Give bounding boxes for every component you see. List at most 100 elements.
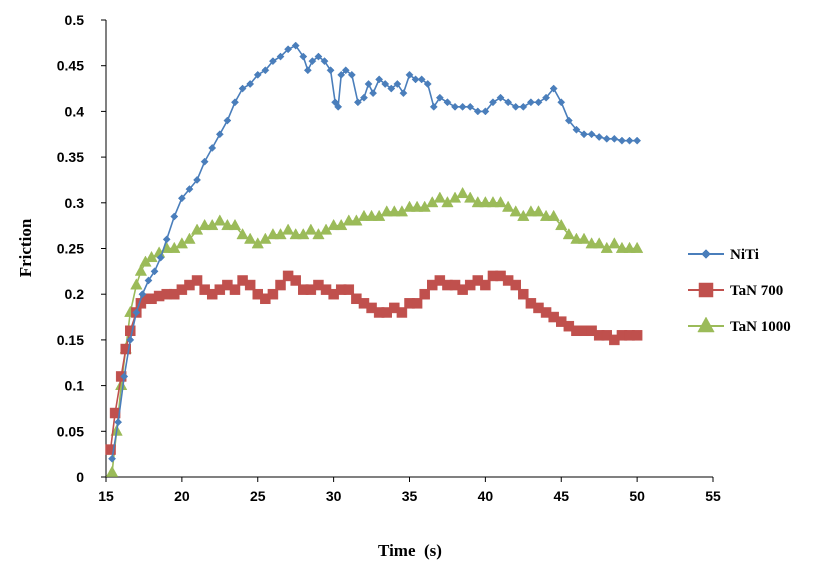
data-point: [365, 209, 378, 221]
data-point: [417, 75, 426, 84]
data-point: [162, 235, 171, 244]
data-point: [504, 98, 513, 107]
data-point: [625, 136, 634, 145]
data-point: [375, 75, 384, 84]
y-tick-label: 0.1: [65, 378, 85, 394]
data-point: [585, 237, 598, 249]
data-point: [547, 209, 560, 221]
y-tick-label: 0.05: [57, 423, 84, 439]
data-point: [291, 41, 300, 50]
data-point: [268, 57, 277, 66]
data-point: [236, 228, 249, 240]
data-point: [342, 214, 355, 226]
data-point: [347, 70, 356, 79]
data-point: [120, 343, 131, 355]
x-tick-label: 15: [98, 488, 114, 504]
data-point: [198, 218, 211, 231]
data-point: [228, 218, 242, 231]
data-point: [314, 52, 323, 61]
x-tick-label: 45: [553, 488, 569, 504]
data-point: [170, 212, 179, 221]
data-point: [125, 325, 136, 337]
data-point: [132, 308, 141, 317]
series-line: [111, 44, 638, 459]
data-point: [532, 205, 545, 217]
data-point: [396, 307, 408, 318]
data-point: [334, 102, 343, 111]
data-point: [284, 45, 293, 54]
data-point: [435, 93, 444, 102]
data-point: [562, 228, 575, 240]
legend-item: TaN 1000: [688, 316, 791, 335]
data-point: [577, 232, 591, 244]
data-point: [479, 196, 492, 208]
data-point: [267, 288, 279, 300]
y-tick-label: 0.15: [57, 332, 84, 348]
data-point: [630, 241, 644, 253]
data-point: [633, 136, 642, 145]
data-point: [130, 278, 143, 290]
legend-label: TaN 700: [730, 283, 783, 299]
data-point: [466, 102, 475, 111]
data-point: [213, 214, 226, 226]
data-point: [433, 191, 446, 203]
data-point: [108, 454, 117, 463]
data-point: [337, 70, 346, 79]
data-point: [193, 175, 202, 184]
data-point: [105, 444, 116, 455]
data-point: [411, 298, 423, 309]
data-point: [231, 98, 239, 107]
data-point: [393, 80, 402, 88]
y-tick-label: 0.5: [65, 12, 85, 28]
data-point: [602, 134, 611, 143]
data-point: [510, 279, 521, 291]
data-point: [549, 84, 558, 93]
y-tick-label: 0.35: [57, 149, 84, 165]
data-point: [587, 130, 596, 139]
data-point: [410, 200, 424, 212]
data-point: [486, 196, 500, 208]
series-layer: [105, 41, 644, 477]
data-point: [223, 116, 232, 125]
data-point: [519, 102, 528, 111]
data-point: [144, 276, 153, 285]
legend-marker: [701, 249, 711, 259]
data-point: [387, 84, 396, 93]
legend-label: NiTi: [730, 247, 759, 263]
data-point: [299, 52, 308, 61]
data-point: [388, 205, 401, 217]
data-point: [126, 335, 135, 344]
data-point: [524, 205, 538, 217]
data-point: [134, 264, 148, 276]
data-point: [200, 157, 209, 166]
x-tick-group: 15 20 25 30 35 40 45 50 55: [98, 477, 721, 504]
data-point: [570, 232, 583, 244]
data-point: [489, 98, 497, 107]
data-point: [156, 253, 165, 262]
data-point: [320, 57, 329, 66]
data-point: [518, 288, 529, 300]
x-tick-label: 50: [629, 488, 645, 504]
legend-marker: [697, 316, 715, 333]
data-point: [480, 279, 491, 291]
data-point: [557, 98, 566, 107]
y-tick-label: 0.2: [65, 286, 85, 302]
data-point: [443, 98, 452, 107]
x-tick-label: 40: [478, 488, 494, 504]
data-point: [494, 196, 507, 208]
data-point: [580, 130, 588, 139]
data-point: [403, 200, 416, 212]
data-point: [229, 284, 241, 295]
data-point: [610, 134, 619, 143]
data-point: [353, 98, 362, 107]
data-point: [399, 89, 408, 98]
data-point: [308, 57, 317, 66]
data-point: [615, 241, 629, 253]
data-point: [451, 102, 459, 111]
data-point: [380, 205, 393, 217]
legend-label: TaN 1000: [730, 319, 791, 335]
legend: NiTi TaN 700 TaN 1000: [688, 247, 791, 335]
data-point: [481, 107, 490, 116]
y-tick-label: 0.25: [57, 241, 84, 257]
y-tick-label: 0.45: [57, 58, 84, 74]
